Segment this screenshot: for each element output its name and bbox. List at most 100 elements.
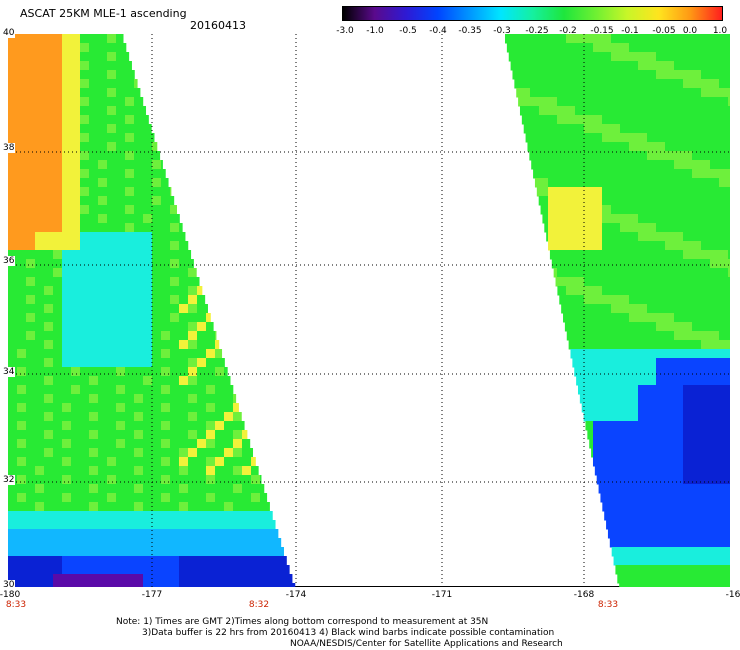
swath-pixel: [224, 583, 234, 587]
swath-pixel: [647, 79, 657, 89]
swath-pixel: [26, 124, 36, 134]
swath-pixel: [89, 511, 99, 521]
swath-pixel: [89, 196, 99, 206]
swath-pixel: [71, 196, 81, 206]
swath-pixel: [71, 160, 81, 170]
swath-pixel: [143, 448, 153, 458]
swath-pixel: [116, 448, 126, 458]
swath-pixel: [638, 349, 648, 359]
swath-pixel: [80, 241, 90, 251]
swath-pixel: [629, 547, 639, 557]
swath-pixel: [35, 304, 45, 314]
swath-pixel: [53, 187, 63, 197]
swath-pixel: [615, 565, 621, 575]
swath-pixel: [89, 250, 99, 260]
swath-pixel: [89, 538, 99, 548]
swath-pixel: [728, 547, 730, 557]
swath-pixel: [584, 106, 594, 116]
swath-pixel: [647, 250, 657, 260]
swath-pixel: [170, 403, 180, 413]
swath-pixel: [629, 232, 639, 242]
swath-pixel: [269, 556, 279, 566]
swath-pixel: [62, 34, 72, 44]
colorbar-tick-label: -0.5: [399, 26, 417, 36]
swath-pixel: [8, 421, 18, 431]
swath-pixel: [539, 115, 549, 125]
swath-pixel: [8, 394, 18, 404]
swath-pixel: [692, 547, 702, 557]
swath-pixel: [548, 43, 558, 53]
swath-pixel: [251, 484, 261, 494]
swath-pixel: [71, 43, 81, 53]
swath-pixel: [143, 331, 153, 341]
swath-pixel: [8, 124, 18, 134]
swath-pixel: [602, 61, 612, 71]
swath-pixel: [215, 448, 225, 458]
swath-pixel: [71, 583, 81, 587]
swath-pixel: [80, 376, 90, 386]
swath-pixel: [719, 250, 729, 260]
swath-pixel: [152, 547, 162, 557]
swath-pixel: [665, 421, 675, 431]
swath-pixel: [575, 169, 585, 179]
swath-pixel: [665, 574, 675, 584]
swath-pixel: [89, 169, 99, 179]
swath-pixel: [674, 574, 684, 584]
swath-pixel: [161, 277, 171, 287]
swath-pixel: [197, 403, 207, 413]
swath-pixel: [215, 358, 225, 368]
swath-pixel: [80, 295, 90, 305]
swath-pixel: [575, 34, 585, 44]
swath-pixel: [206, 448, 216, 458]
swath-pixel: [611, 331, 621, 341]
swath-pixel: [602, 241, 612, 251]
swath-pixel: [116, 538, 126, 548]
swath-pixel: [35, 331, 45, 341]
swath-pixel: [116, 565, 126, 575]
swath-pixel: [26, 322, 36, 332]
swath-pixel: [656, 169, 666, 179]
swath-pixel: [35, 520, 45, 530]
swath-pixel: [44, 70, 54, 80]
swath-pixel: [602, 475, 612, 485]
swath-pixel: [62, 529, 72, 539]
swath-pixel: [674, 520, 684, 530]
swath-pixel: [674, 565, 684, 575]
swath-pixel: [665, 43, 675, 53]
swath-pixel: [620, 223, 630, 233]
swath-pixel: [17, 340, 27, 350]
swath-pixel: [80, 574, 90, 584]
swath-pixel: [62, 205, 72, 215]
swath-pixel: [125, 466, 135, 476]
swath-pixel: [638, 583, 648, 587]
swath-pixel: [134, 466, 144, 476]
swath-pixel: [656, 457, 666, 467]
swath-pixel: [125, 430, 135, 440]
swath-pixel: [719, 439, 729, 449]
swath-pixel: [539, 106, 549, 116]
swath-pixel: [683, 538, 693, 548]
swath-pixel: [530, 124, 540, 134]
swath-pixel: [584, 403, 594, 413]
swath-pixel: [188, 457, 198, 467]
swath-pixel: [566, 79, 576, 89]
swath-pixel: [17, 421, 27, 431]
swath-pixel: [179, 232, 186, 242]
swath-pixel: [692, 457, 702, 467]
swath-pixel: [44, 448, 54, 458]
swath-pixel: [161, 583, 171, 587]
swath-pixel: [719, 214, 729, 224]
swath-pixel: [602, 502, 612, 512]
colorbar-tick-label: 0.0: [682, 26, 698, 36]
swath-pixel: [224, 475, 234, 485]
swath-pixel: [719, 529, 729, 539]
swath-pixel: [728, 43, 730, 53]
swath-pixel: [170, 187, 172, 197]
swath-pixel: [134, 169, 144, 179]
swath-pixel: [692, 286, 702, 296]
swath-pixel: [575, 304, 585, 314]
latitude-label: 40: [2, 28, 16, 38]
swath-pixel: [125, 160, 135, 170]
swath-pixel: [683, 403, 693, 413]
swath-pixel: [611, 178, 621, 188]
